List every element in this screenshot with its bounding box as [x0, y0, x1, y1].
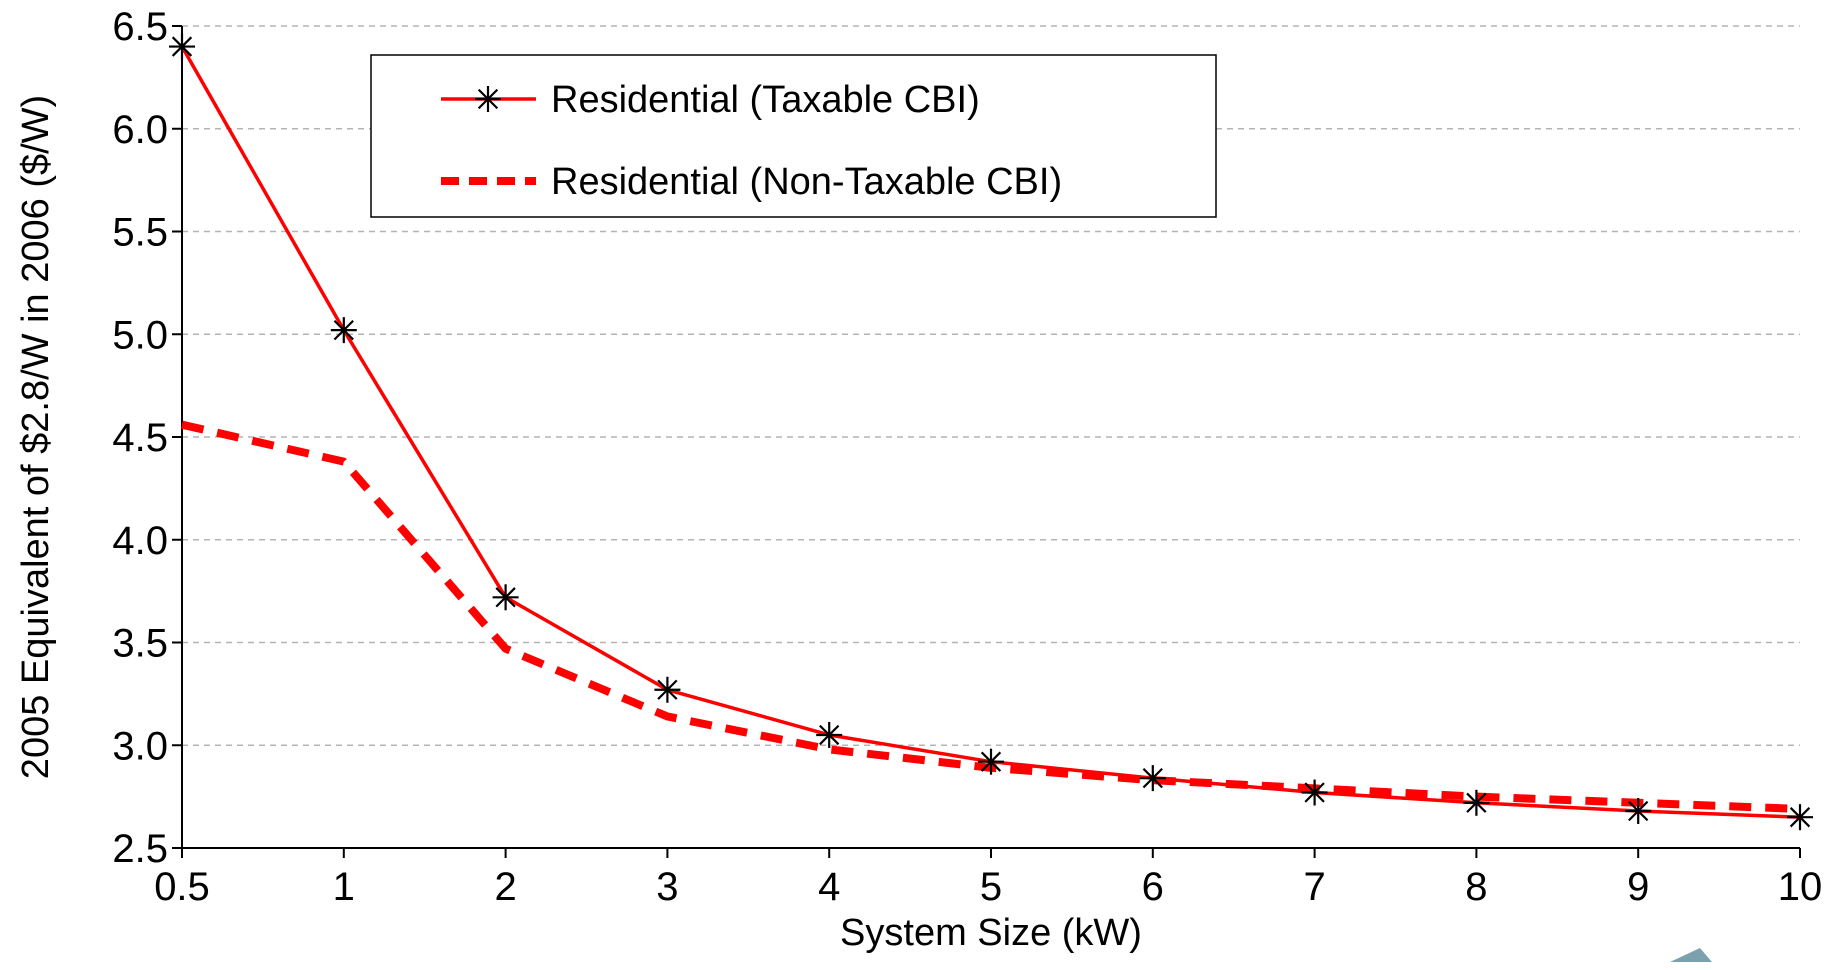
data-point-marker [1301, 779, 1328, 806]
y-tick-label: 2.5 [112, 827, 168, 871]
x-tick-label: 7 [1303, 865, 1325, 909]
x-tick-label: 6 [1142, 865, 1164, 909]
x-tick-label: 1 [333, 865, 355, 909]
legend-item: Residential (Taxable CBI) [441, 79, 980, 121]
x-tick-label: 8 [1465, 865, 1487, 909]
data-point-marker [169, 33, 195, 60]
data-point-marker [475, 86, 501, 112]
y-tick-label: 6.0 [112, 108, 168, 152]
x-axis-ticks: 0.5 1 2 3 4 5 6 7 8 9 10 [154, 848, 1822, 909]
data-point-marker [978, 748, 1004, 775]
x-tick-label: 2 [494, 865, 516, 909]
y-tick-label: 5.5 [112, 211, 168, 255]
logo-fragment [1670, 948, 1712, 962]
data-point-marker [1787, 804, 1813, 831]
data-point-marker [1625, 798, 1652, 825]
x-tick-label: 4 [818, 865, 840, 909]
y-axis-ticks: 2.5 3.0 3.5 4.0 4.5 5.0 5.5 6.0 6.5 [112, 5, 182, 871]
data-point-marker [492, 584, 519, 611]
data-point-marker [654, 676, 681, 703]
legend-box [370, 54, 1217, 218]
x-tick-label: 10 [1778, 865, 1823, 909]
y-tick-label: 5.0 [112, 313, 168, 357]
y-tick-label: 6.5 [112, 5, 168, 49]
legend-item: Residential (Non-Taxable CBI) [441, 161, 1062, 203]
x-axis-title: System Size (kW) [840, 912, 1142, 954]
y-tick-label: 3.5 [112, 622, 168, 666]
y-tick-label: 4.5 [112, 416, 168, 460]
x-tick-label: 3 [656, 865, 678, 909]
data-point-marker [1463, 789, 1490, 816]
legend: Residential (Taxable CBI) Residential (No… [370, 54, 1217, 218]
y-tick-label: 4.0 [112, 519, 168, 563]
data-point-marker [1139, 765, 1166, 792]
x-tick-label: 5 [980, 865, 1002, 909]
legend-label: Residential (Non-Taxable CBI) [551, 161, 1062, 203]
data-point-marker [816, 721, 843, 748]
y-tick-label: 3.0 [112, 724, 168, 768]
series-markers [169, 33, 1813, 831]
x-tick-label: 0.5 [154, 865, 210, 909]
data-point-marker [330, 317, 357, 344]
y-axis-title: 2005 Equivalent of $2.8/W in 2006 ($/W) [15, 95, 57, 779]
x-tick-label: 9 [1627, 865, 1649, 909]
legend-label: Residential (Taxable CBI) [551, 79, 980, 121]
